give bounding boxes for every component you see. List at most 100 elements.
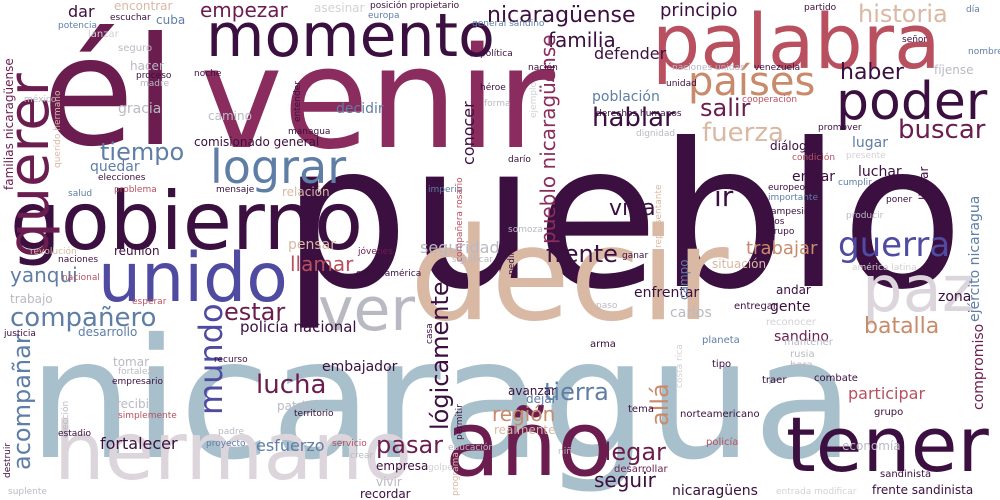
word-mensaje: mensaje <box>216 185 255 195</box>
word-embajador: embajador <box>322 359 398 375</box>
word-gobierno: gobierno <box>10 175 364 268</box>
word-mexico: méxico <box>24 95 57 105</box>
word-paz: paz <box>862 253 976 327</box>
word-companera-rosario: compañera rosario <box>455 177 465 262</box>
word-politica: política <box>480 49 513 59</box>
word-historia: historia <box>858 0 948 28</box>
word-guerra: guerra <box>838 225 951 265</box>
word-quedar: quedar <box>90 159 140 175</box>
word-salud: salud <box>68 189 93 199</box>
word-derechos-humanos: derechos humanos <box>596 109 682 119</box>
word-companero: compañero <box>10 303 157 333</box>
word-dios: dios <box>766 217 785 227</box>
word-poner: poner <box>886 195 913 205</box>
word-asesinar: asesinar <box>314 1 365 15</box>
word-logicamente: lógicamente <box>426 281 454 430</box>
word-golpe: golpe <box>428 463 453 473</box>
word-imperio: imperio <box>428 185 463 195</box>
word-dario: darío <box>508 155 531 165</box>
word-encontrar: encontrar <box>114 0 173 13</box>
word-nacion: nación <box>528 63 558 73</box>
word-entender: entender <box>293 81 303 122</box>
word-ver: ver <box>318 275 416 345</box>
word-arma: arma <box>590 339 616 350</box>
word-grupo-2: grupo <box>768 227 795 237</box>
word-vida: vida <box>609 196 656 221</box>
word-entrada-modificar: entrada modificar <box>776 487 857 497</box>
word-andar: andar <box>776 283 811 297</box>
word-poblacion: población <box>592 89 660 105</box>
word-promover: promover <box>818 123 862 133</box>
word-tiempo: tiempo <box>100 138 185 166</box>
word-america-latina: américa latina <box>852 263 917 273</box>
word-dignidad: dignidad <box>636 129 676 139</box>
word-permitir: permitir <box>455 404 465 440</box>
word-enfrentar: enfrentar <box>634 285 700 301</box>
word-lucha: lucha <box>256 370 327 400</box>
word-seguridad: seguridad <box>420 238 500 257</box>
word-producir: producir <box>846 211 884 221</box>
word-tema: tema <box>628 404 654 415</box>
word-familias-nicaraguense: familias nicaragüense <box>2 58 16 190</box>
word-sandinista: sandinista <box>880 469 932 480</box>
word-llevar: llevar <box>917 166 931 200</box>
word-comisionado-general: comisionado general <box>194 135 320 149</box>
word-rusia: rusia <box>790 349 815 360</box>
word-recordar: recordar <box>360 487 411 500</box>
word-desarrollar: desarrollar <box>614 464 668 475</box>
word-managua: managua <box>288 127 331 137</box>
word-naciones-unidas: naciones unidas <box>672 63 745 73</box>
word-patria: patria <box>277 399 313 413</box>
word-heroe: héroe <box>480 83 506 93</box>
word-pasar: pasar <box>376 431 444 459</box>
word-centroamerica: centroamérica <box>356 269 422 279</box>
word-conocer: conocer <box>459 101 478 165</box>
word-frente: frente <box>546 240 618 268</box>
word-pedir: pedir <box>507 251 517 275</box>
word-presente: presente <box>846 151 886 161</box>
word-tomar: tomar <box>113 355 150 369</box>
word-region: región <box>492 402 556 426</box>
word-ganar: ganar <box>622 251 649 261</box>
word-economia: economía <box>842 439 901 453</box>
word-empresa: empresa <box>376 459 429 473</box>
word-forma: forma <box>484 99 511 109</box>
word-naciones: naciones <box>58 255 99 265</box>
word-hablar: hablar <box>592 103 675 133</box>
word-condicion: condición <box>792 153 836 163</box>
word-policia-nacional: policía nacional <box>240 318 357 336</box>
word-escuchar: escuchar <box>110 13 151 23</box>
word-esfuerzo: esfuerzo <box>256 436 325 455</box>
word-dar: dar <box>68 2 95 21</box>
word-momento: momento <box>206 1 495 71</box>
word-compromiso: compromiso <box>971 323 987 410</box>
word-simplemente: simplemente <box>118 411 177 421</box>
word-ejemplo: ejemplo <box>529 81 539 118</box>
word-relacion: relación <box>282 185 330 199</box>
word-fortaleza: fortaleza <box>118 367 158 377</box>
word-potencia: potencia <box>58 21 97 31</box>
word-crear: crear <box>350 451 374 461</box>
word-elecciones: elecciones <box>98 173 146 183</box>
word-principio: principio <box>660 0 738 21</box>
word-justicia: justicia <box>4 329 36 339</box>
word-salir: salir <box>700 94 751 122</box>
word-planeta: planeta <box>702 335 740 346</box>
word-cooperacion: cooperación <box>742 95 798 105</box>
word-seguir: seguir <box>594 468 656 492</box>
word-empresario: empresario <box>112 377 163 387</box>
word-reunion: reunión <box>114 244 160 258</box>
word-importante: importante <box>768 193 819 203</box>
word-empezar: empezar <box>200 0 288 22</box>
word-tierra: tierra <box>544 378 609 406</box>
word-hermano: hermano <box>54 405 413 498</box>
word-norteamericano: norteamericano <box>680 409 760 420</box>
word-general-sandino: general sandino <box>472 19 545 29</box>
word-entregar: entregar <box>734 301 778 312</box>
word-palabra: palabra <box>652 0 941 86</box>
word-familia: familia <box>548 28 616 52</box>
word-programa: programa <box>451 452 461 496</box>
word-grupo: grupo <box>874 407 904 418</box>
word-acompanar: acompañar <box>8 334 36 470</box>
word-revolucion: revolución <box>30 247 77 257</box>
